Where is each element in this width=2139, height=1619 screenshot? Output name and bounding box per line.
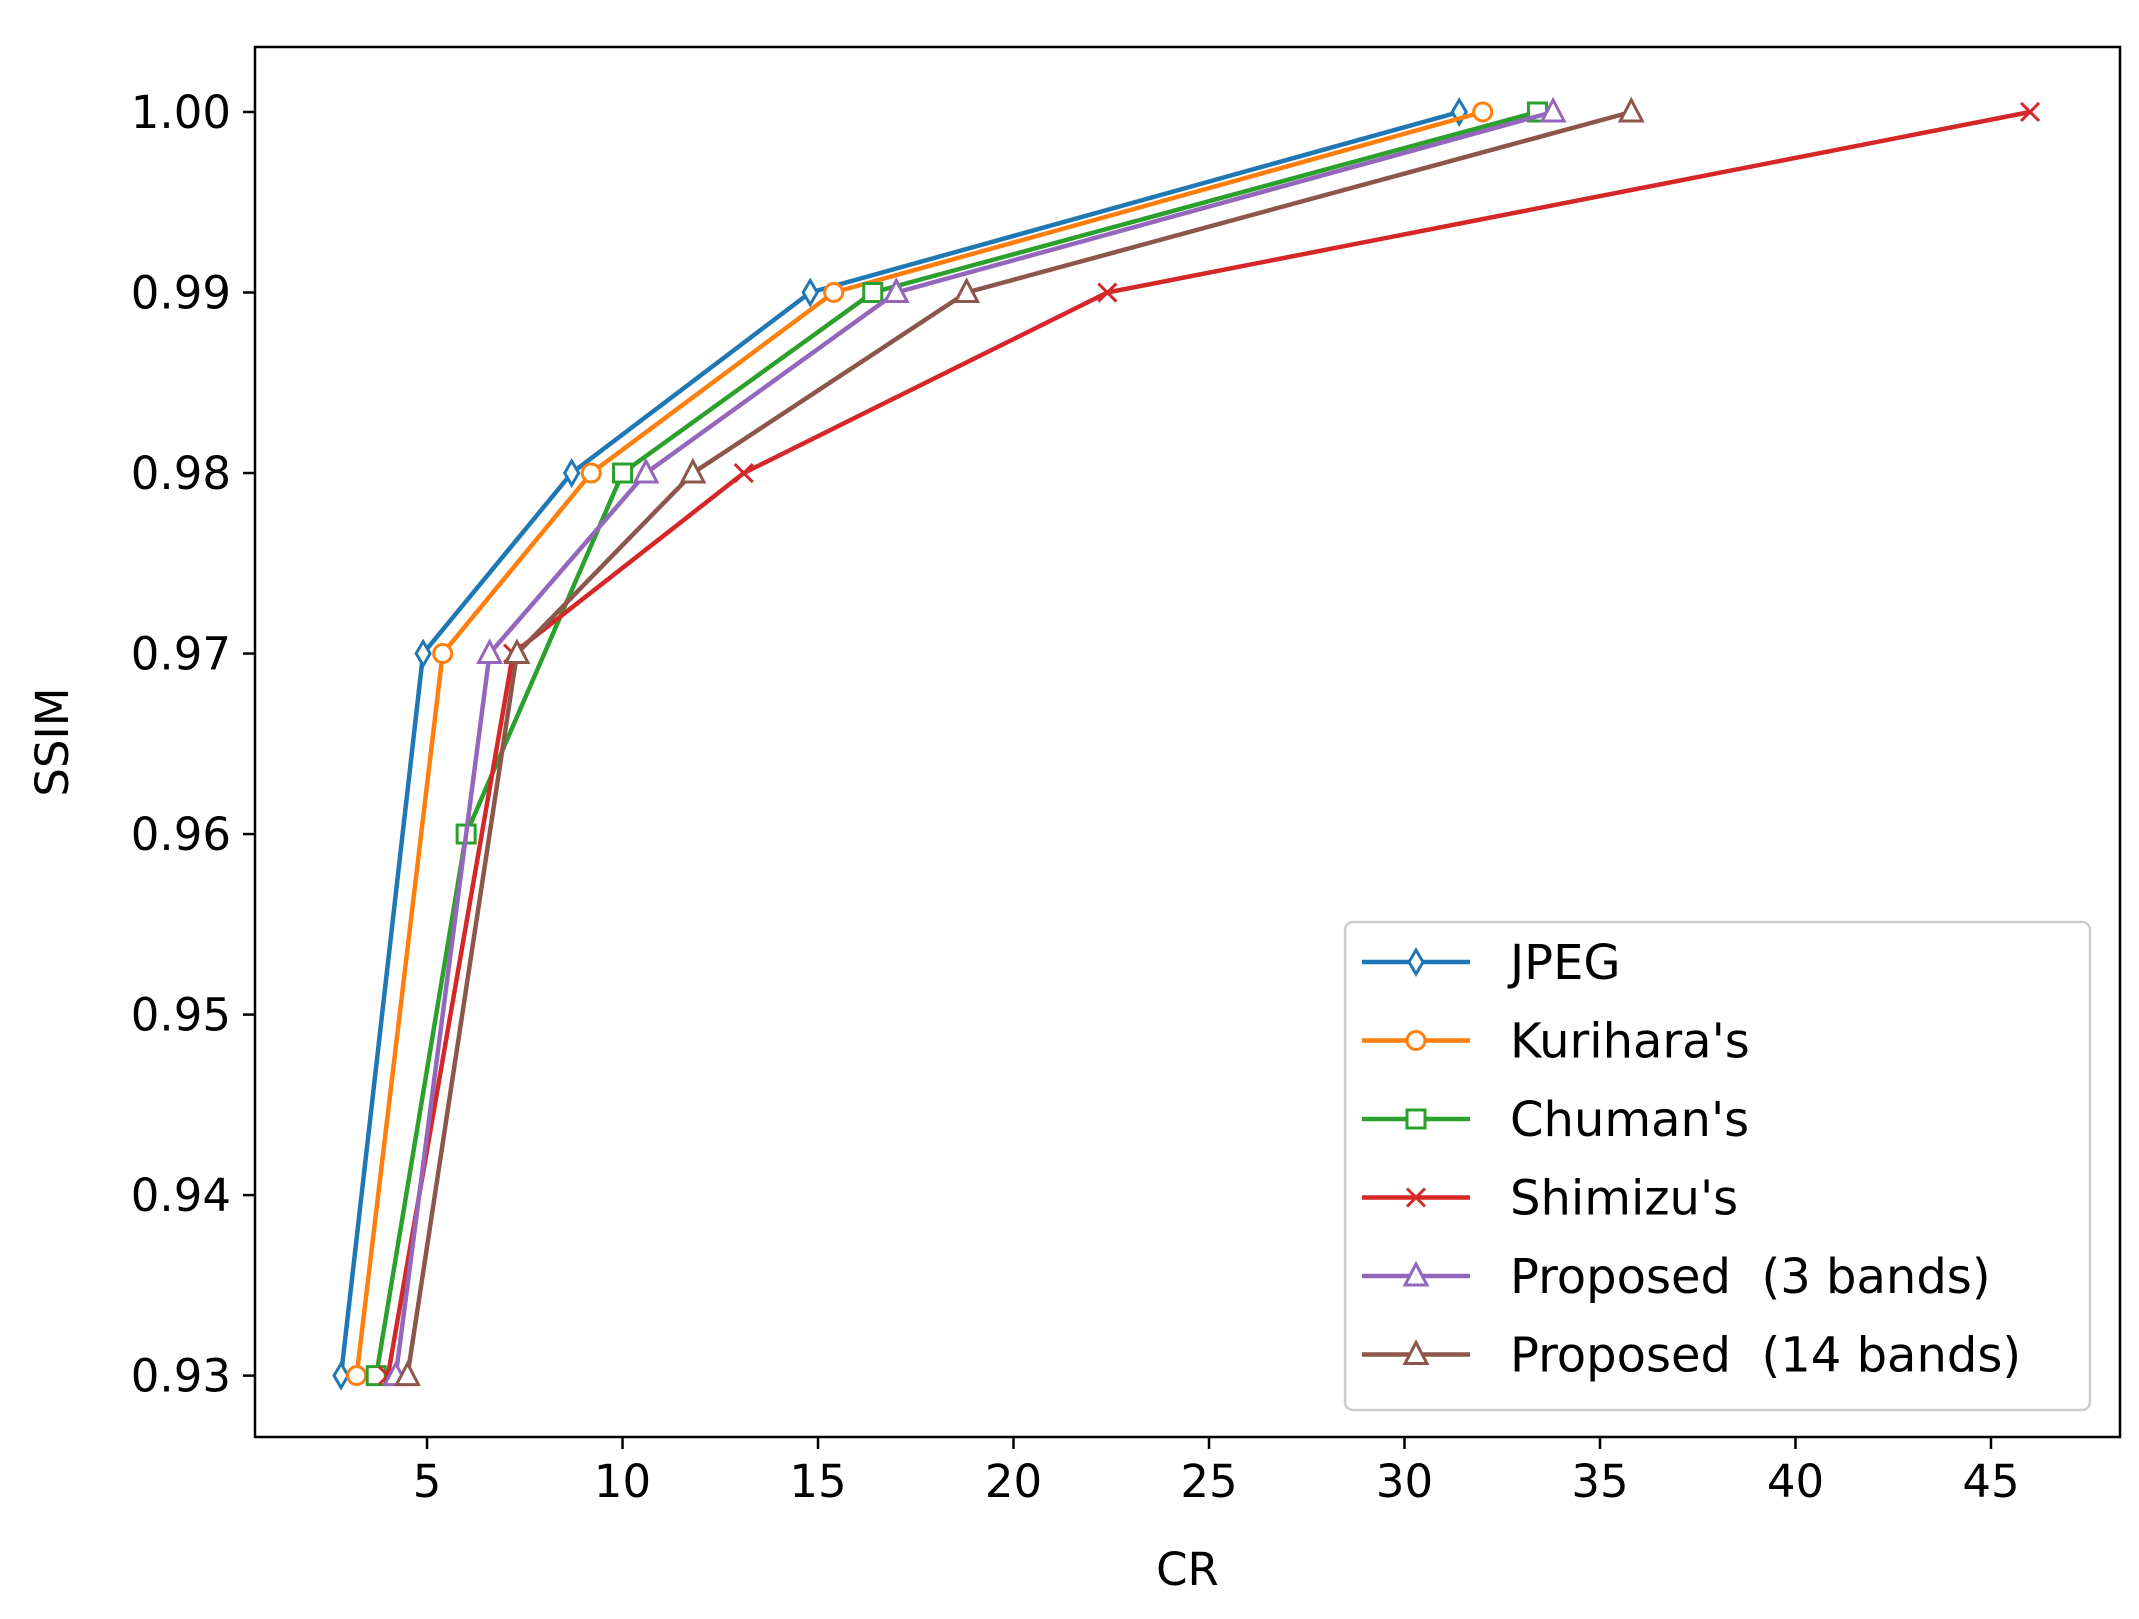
series-layer [332, 96, 2041, 1391]
data-point [1472, 101, 1494, 123]
x-tick-label: 10 [594, 1455, 651, 1508]
y-tick-label: 1.00 [131, 86, 231, 139]
legend-label: Chuman's [1510, 1092, 1749, 1148]
data-point [2020, 101, 2041, 123]
data-point [1539, 96, 1567, 123]
series-0 [332, 97, 1468, 1391]
data-point [332, 1360, 350, 1391]
legend-entry: Proposed (3 bands) [1362, 1249, 1991, 1305]
legend-label: Proposed (14 bands) [1510, 1328, 2021, 1384]
legend-entry: Shimizu's [1362, 1171, 1738, 1227]
data-point [862, 282, 884, 304]
data-point [562, 458, 581, 489]
legend-label: Shimizu's [1510, 1171, 1738, 1227]
y-tick-label: 0.97 [131, 628, 231, 681]
legend-marker [1405, 1108, 1427, 1130]
y-tick-label: 0.94 [131, 1169, 231, 1222]
x-axis-label: CR [1156, 1543, 1219, 1596]
y-tick-label: 0.96 [131, 808, 231, 861]
data-point [365, 1365, 387, 1387]
data-point [953, 277, 981, 304]
x-tick-label: 40 [1767, 1455, 1824, 1508]
x-tick-label: 45 [1962, 1455, 2019, 1508]
legend-marker [1402, 1339, 1430, 1365]
legend-entry: Chuman's [1362, 1092, 1749, 1148]
data-point [1097, 282, 1118, 303]
legend-entry: JPEG [1362, 935, 1621, 991]
data-point [346, 1365, 368, 1387]
legend-marker [1405, 1187, 1427, 1208]
legend-marker [1405, 1030, 1427, 1051]
legend-entry: Kurihara's [1362, 1014, 1750, 1070]
data-point [503, 638, 531, 665]
data-point [476, 638, 504, 665]
data-point [733, 462, 754, 484]
legend-label: Proposed (3 bands) [1510, 1249, 1991, 1305]
x-tick-label: 5 [413, 1455, 442, 1508]
x-tick-label: 30 [1376, 1455, 1433, 1508]
data-point [394, 1360, 421, 1387]
x-tick-label: 25 [1180, 1455, 1237, 1508]
x-axis: 5 10 15 20 25 30 35 40 45 [413, 1437, 2020, 1508]
data-point [823, 282, 845, 304]
legend-box [1343, 920, 2092, 1412]
y-axis-label: SSIM [26, 687, 79, 796]
data-point [882, 277, 910, 304]
plot-frame [253, 45, 2122, 1439]
data-point [612, 462, 634, 484]
data-point [580, 462, 602, 484]
y-axis: 0.93 0.94 0.95 0.96 0.97 0.98 0.99 1.00 [131, 86, 255, 1403]
x-tick-label: 15 [789, 1455, 846, 1508]
legend-label: Kurihara's [1510, 1014, 1750, 1070]
series-1 [346, 101, 1494, 1387]
legend-entry: Proposed (14 bands) [1362, 1328, 2021, 1384]
data-point [801, 277, 819, 308]
y-tick-label: 0.93 [131, 1350, 231, 1403]
legend: JPEG Kurihara's Chuman's Shimizu's Proposed … [1343, 920, 2092, 1412]
data-point [414, 638, 432, 669]
series-4 [382, 96, 1567, 1387]
data-point [679, 457, 707, 484]
x-tick-label: 35 [1571, 1455, 1628, 1508]
series-line [354, 109, 1484, 1376]
data-point [432, 643, 454, 665]
legend-label: JPEG [1507, 935, 1621, 991]
y-tick-label: 0.99 [131, 267, 231, 320]
y-tick-label: 0.98 [131, 447, 231, 500]
x-tick-label: 20 [985, 1455, 1042, 1508]
legend-marker [1407, 947, 1425, 977]
y-tick-label: 0.95 [131, 989, 231, 1042]
series-5 [394, 96, 1645, 1387]
data-point [632, 457, 660, 484]
legend-marker [1402, 1260, 1430, 1287]
data-point [1617, 96, 1645, 123]
